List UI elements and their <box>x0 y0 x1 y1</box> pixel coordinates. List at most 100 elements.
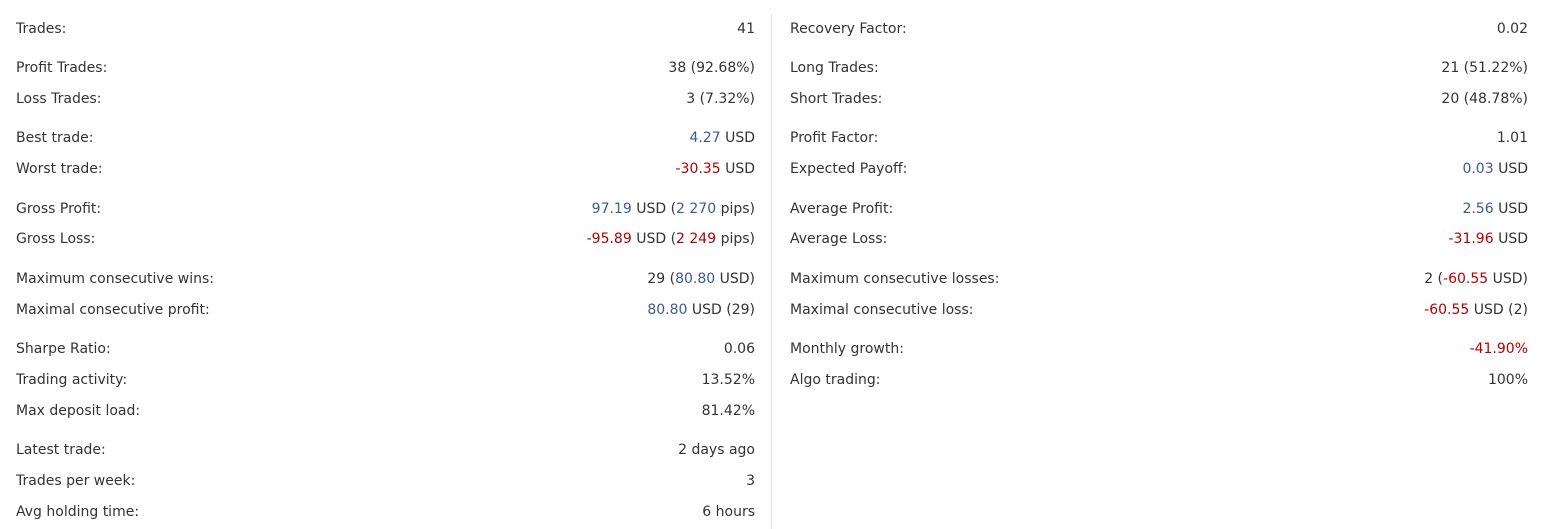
stat-label: Maximum consecutive wins: <box>16 271 214 287</box>
stat-value: 41 <box>737 21 755 37</box>
stat-label: Max deposit load: <box>16 403 141 419</box>
stat-value: 0.02 <box>1496 21 1528 37</box>
stat-label: Algo trading: <box>790 372 881 388</box>
negative-amount: -60.55 <box>1424 302 1470 318</box>
negative-amount: -30.35 <box>675 161 721 177</box>
column-divider <box>771 14 772 529</box>
positive-amount: 80.80 <box>647 302 688 318</box>
stat-label: Worst trade: <box>16 161 103 177</box>
stat-label: Trading activity: <box>16 372 128 388</box>
stat-value: 2 days ago <box>678 442 755 458</box>
stat-expected-payoff: Expected Payoff: 0.03 USD <box>790 159 1528 179</box>
value-text: pips) <box>716 231 755 247</box>
currency-unit: USD <box>1493 201 1528 217</box>
negative-amount: -60.55 <box>1443 271 1489 287</box>
stat-value: 2.56 USD <box>1462 199 1528 219</box>
stat-value: 4.27 USD <box>689 128 755 148</box>
currency-unit: USD <box>720 161 755 177</box>
stat-value: 81.42% <box>701 403 755 419</box>
stat-label: Average Profit: <box>790 201 894 217</box>
stat-value: 0.03 USD <box>1462 159 1528 179</box>
stat-value: 97.19 USD (2 270 pips) <box>592 199 755 219</box>
value-text: 2 ( <box>1424 271 1444 287</box>
stat-label: Average Loss: <box>790 231 888 247</box>
stat-trading-activity: Trading activity: 13.52% <box>16 370 755 390</box>
stat-label: Expected Payoff: <box>790 161 908 177</box>
stat-label: Trades: <box>16 21 67 37</box>
stat-best-trade: Best trade: 4.27 USD <box>16 128 755 148</box>
positive-amount: 80.80 <box>675 271 716 287</box>
stat-recovery-factor: Recovery Factor: 0.02 <box>790 19 1528 39</box>
stat-label: Maximal consecutive profit: <box>16 302 210 318</box>
stat-latest-trade: Latest trade: 2 days ago <box>16 440 755 460</box>
stat-value: 20 (48.78%) <box>1441 91 1528 107</box>
stat-label: Gross Profit: <box>16 201 102 217</box>
stat-label: Best trade: <box>16 130 94 146</box>
positive-amount: 0.03 <box>1462 161 1494 177</box>
negative-amount: -31.96 <box>1448 231 1494 247</box>
stat-profit-trades: Profit Trades: 38 (92.68%) <box>16 58 755 78</box>
stat-value: 1.01 <box>1496 130 1528 146</box>
stat-value: 3 (7.32%) <box>686 91 755 107</box>
value-text: USD ( <box>631 231 677 247</box>
stat-max-consecutive-loss: Maximal consecutive loss: -60.55 USD (2) <box>790 300 1528 320</box>
currency-unit: USD <box>1493 161 1528 177</box>
value-text: USD (29) <box>687 302 755 318</box>
value-text: USD (2) <box>1469 302 1528 318</box>
stat-value: 38 (92.68%) <box>668 60 755 76</box>
stat-value: 13.52% <box>701 372 755 388</box>
stat-value: -60.55 USD (2) <box>1424 300 1528 320</box>
stat-avg-holding-time: Avg holding time: 6 hours <box>16 502 755 522</box>
stat-value: -31.96 USD <box>1448 229 1528 249</box>
currency-unit: USD <box>1493 231 1528 247</box>
stat-gross-profit: Gross Profit: 97.19 USD (2 270 pips) <box>16 199 755 219</box>
stat-value: 100% <box>1487 372 1528 388</box>
stat-value: -30.35 USD <box>675 159 755 179</box>
stat-value: 21 (51.22%) <box>1441 60 1528 76</box>
stat-gross-loss: Gross Loss: -95.89 USD (2 249 pips) <box>16 229 755 249</box>
stat-label: Maximal consecutive loss: <box>790 302 974 318</box>
stat-value: 6 hours <box>702 504 755 520</box>
value-text: USD ( <box>631 201 677 217</box>
stat-max-consecutive-losses: Maximum consecutive losses: 2 (-60.55 US… <box>790 269 1528 289</box>
stat-label: Loss Trades: <box>16 91 102 107</box>
stat-label: Profit Factor: <box>790 130 879 146</box>
stat-label: Gross Loss: <box>16 231 96 247</box>
stat-label: Monthly growth: <box>790 341 904 357</box>
positive-amount: 97.19 <box>591 201 632 217</box>
stat-value: 3 <box>746 473 755 489</box>
stat-label: Short Trades: <box>790 91 883 107</box>
stat-value: 80.80 USD (29) <box>647 300 755 320</box>
stat-value: -95.89 USD (2 249 pips) <box>587 229 755 249</box>
positive-amount: 4.27 <box>689 130 721 146</box>
stat-value: 2 (-60.55 USD) <box>1424 269 1528 289</box>
stat-max-consecutive-profit: Maximal consecutive profit: 80.80 USD (2… <box>16 300 755 320</box>
stat-sharpe-ratio: Sharpe Ratio: 0.06 <box>16 339 755 359</box>
stat-label: Sharpe Ratio: <box>16 341 111 357</box>
positive-amount: 2.56 <box>1462 201 1494 217</box>
stat-trades: Trades: 41 <box>16 19 755 39</box>
stat-value: 29 (80.80 USD) <box>647 269 755 289</box>
negative-amount: -41.90% <box>1469 341 1528 357</box>
stat-value: 0.06 <box>723 341 755 357</box>
stat-label: Profit Trades: <box>16 60 108 76</box>
value-text: USD) <box>1488 271 1528 287</box>
stat-short-trades: Short Trades: 20 (48.78%) <box>790 89 1528 109</box>
stat-label: Avg holding time: <box>16 504 140 520</box>
positive-pips: 2 270 <box>676 201 717 217</box>
stat-profit-factor: Profit Factor: 1.01 <box>790 128 1528 148</box>
stat-average-profit: Average Profit: 2.56 USD <box>790 199 1528 219</box>
stat-average-loss: Average Loss: -31.96 USD <box>790 229 1528 249</box>
stat-label: Recovery Factor: <box>790 21 907 37</box>
stat-trades-per-week: Trades per week: 3 <box>16 471 755 491</box>
value-text: USD) <box>715 271 755 287</box>
stat-label: Latest trade: <box>16 442 106 458</box>
stat-loss-trades: Loss Trades: 3 (7.32%) <box>16 89 755 109</box>
stat-long-trades: Long Trades: 21 (51.22%) <box>790 58 1528 78</box>
stat-algo-trading: Algo trading: 100% <box>790 370 1528 390</box>
stat-worst-trade: Worst trade: -30.35 USD <box>16 159 755 179</box>
stat-label: Trades per week: <box>16 473 136 489</box>
stat-max-deposit-load: Max deposit load: 81.42% <box>16 401 755 421</box>
negative-amount: -95.89 <box>586 231 632 247</box>
currency-unit: USD <box>720 130 755 146</box>
